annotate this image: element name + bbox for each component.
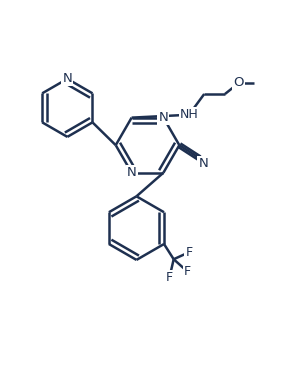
Text: N: N: [199, 157, 208, 170]
Text: F: F: [166, 271, 173, 284]
Text: O: O: [233, 76, 244, 89]
Text: N: N: [158, 111, 168, 124]
Text: N: N: [62, 72, 72, 85]
Text: N: N: [127, 166, 137, 179]
Text: F: F: [185, 246, 193, 259]
Text: F: F: [184, 265, 191, 278]
Text: NH: NH: [179, 108, 199, 121]
